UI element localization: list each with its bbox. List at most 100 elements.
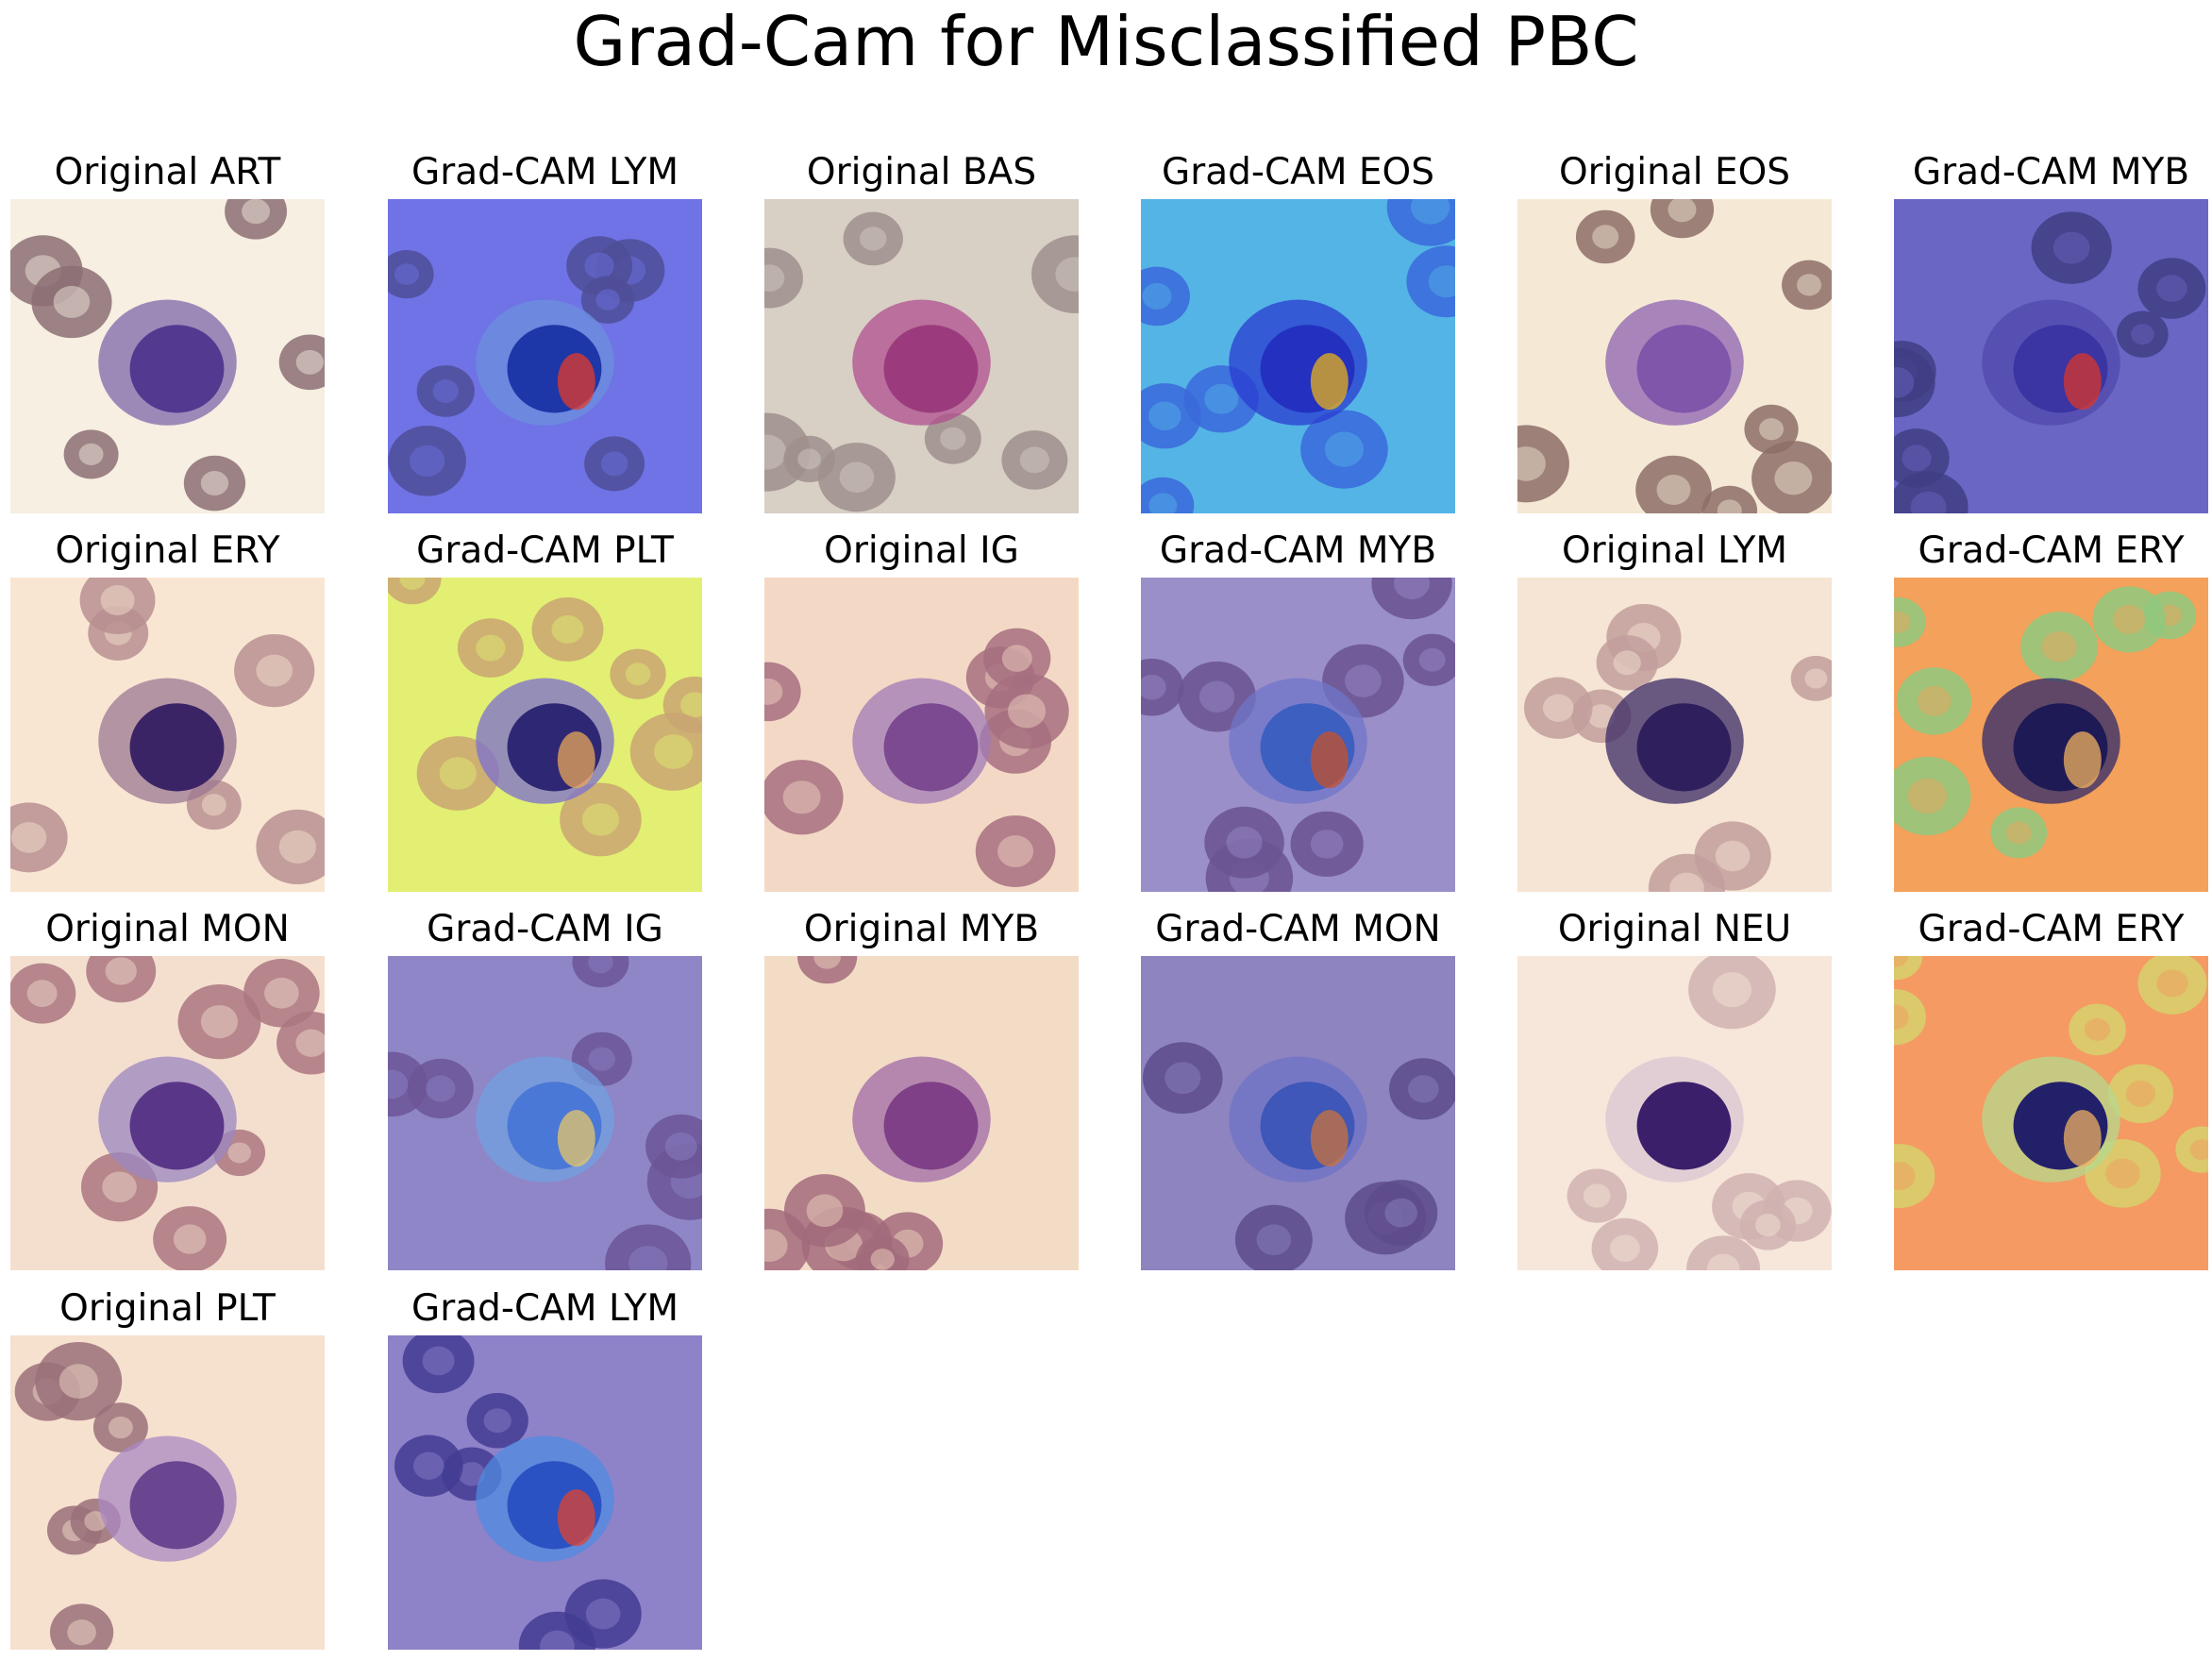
- red-blood-cell-center: [870, 1249, 895, 1270]
- red-blood-cell: [402, 1335, 475, 1394]
- gradcam-heatmap-image: [388, 578, 702, 892]
- red-blood-cell-center: [1715, 840, 1751, 872]
- heatmap-hotspot: [1310, 1110, 1349, 1167]
- red-blood-cell: [605, 1224, 692, 1270]
- red-blood-cell-center: [1428, 265, 1455, 298]
- red-blood-cell: [1523, 677, 1593, 739]
- gradcam-heatmap-image: [388, 199, 702, 513]
- red-blood-cell: [1517, 425, 1569, 503]
- red-blood-cell-center: [1894, 1162, 1916, 1191]
- red-blood-cell: [975, 815, 1056, 888]
- red-blood-cell: [1751, 441, 1832, 513]
- blood-cell-image: [764, 578, 1079, 892]
- cell-nucleus: [1636, 703, 1732, 792]
- red-blood-cell: [1894, 1144, 1936, 1209]
- red-blood-cell-center: [1609, 1234, 1640, 1263]
- figure-title: Grad-Cam for Misclassified PBC: [573, 2, 1639, 81]
- red-blood-cell: [388, 249, 434, 299]
- red-blood-cell: [49, 1603, 114, 1650]
- red-blood-cell-center: [1759, 418, 1785, 441]
- red-blood-cell-center: [1804, 668, 1828, 689]
- red-blood-cell-center: [540, 1630, 575, 1650]
- red-blood-cell: [92, 1402, 148, 1452]
- panel-title: Original LYM: [1561, 529, 1788, 572]
- red-blood-cell-center: [813, 956, 841, 969]
- red-blood-cell-center: [1712, 971, 1752, 1008]
- red-blood-cell-center: [588, 956, 613, 974]
- red-blood-cell-center: [2125, 1080, 2156, 1107]
- red-blood-cell-center: [476, 634, 506, 662]
- red-blood-cell-center: [1142, 282, 1172, 310]
- red-blood-cell: [843, 211, 903, 266]
- cell-nucleus: [883, 703, 979, 792]
- red-blood-cell: [1591, 1217, 1659, 1270]
- red-blood-cell-center: [26, 980, 58, 1007]
- red-blood-cell-center: [1148, 493, 1178, 513]
- red-blood-cell: [276, 1011, 325, 1075]
- red-blood-cell: [572, 956, 629, 988]
- red-blood-cell-center: [1019, 446, 1050, 474]
- heatmap-hotspot: [2063, 731, 2102, 789]
- red-blood-cell-center: [588, 1047, 616, 1071]
- cell-nucleus: [883, 1082, 979, 1170]
- red-blood-cell: [457, 618, 524, 678]
- red-blood-cell: [388, 426, 466, 496]
- red-blood-cell: [1648, 853, 1726, 892]
- red-blood-cell: [466, 1392, 528, 1449]
- red-blood-cell: [1141, 266, 1190, 327]
- red-blood-cell: [1001, 430, 1068, 490]
- gradcam-heatmap-image: [1894, 578, 2208, 892]
- gradcam-heatmap-image: [1141, 578, 1455, 892]
- red-blood-cell-center: [264, 977, 299, 1009]
- red-blood-cell-center: [1001, 645, 1032, 672]
- red-blood-cell-center: [295, 1029, 325, 1057]
- red-blood-cell-center: [2105, 1158, 2140, 1189]
- red-blood-cell-center: [2131, 324, 2154, 345]
- heatmap-hotspot: [557, 1110, 595, 1167]
- red-blood-cell-center: [200, 471, 229, 496]
- red-blood-cell-center: [625, 663, 651, 686]
- red-blood-cell-center: [1148, 401, 1181, 431]
- red-blood-cell: [518, 1611, 596, 1650]
- red-blood-cell: [1894, 347, 1936, 418]
- red-blood-cell: [243, 958, 320, 1028]
- red-blood-cell-center: [764, 434, 787, 470]
- blood-cell-image: [10, 956, 325, 1270]
- red-blood-cell: [1894, 988, 1926, 1046]
- cell-nucleus: [129, 703, 225, 792]
- red-blood-cell-center: [2112, 604, 2146, 634]
- red-blood-cell-center: [1418, 647, 1446, 672]
- red-blood-cell: [1406, 245, 1455, 318]
- red-blood-cell-center: [1717, 499, 1742, 513]
- red-blood-cell: [560, 782, 642, 857]
- red-blood-cell-center: [997, 835, 1034, 868]
- red-blood-cell-center: [1008, 694, 1047, 729]
- red-blood-cell-center: [1613, 650, 1641, 676]
- red-blood-cell-center: [432, 379, 459, 403]
- heatmap-hotspot: [557, 731, 595, 789]
- heatmap-hotspot: [557, 353, 595, 411]
- panel-title: Grad-CAM ERY: [1918, 908, 2185, 950]
- red-blood-cell-center: [1797, 274, 1822, 296]
- cell-nucleus: [129, 325, 225, 413]
- red-blood-cell: [1300, 410, 1388, 489]
- cell-nucleus: [883, 325, 979, 413]
- red-blood-cell-center: [422, 1346, 455, 1376]
- red-blood-cell-center: [1055, 257, 1079, 292]
- red-blood-cell-center: [1902, 445, 1932, 472]
- panel-title: Original ERY: [55, 529, 280, 572]
- red-blood-cell-center: [1408, 1075, 1439, 1103]
- red-blood-cell: [1365, 1180, 1438, 1247]
- gradcam-heatmap-image: [1141, 199, 1455, 513]
- red-blood-cell-center: [940, 427, 966, 450]
- panel-title: Original MYB: [803, 908, 1040, 950]
- red-blood-cell-center: [10, 822, 47, 853]
- gradcam-heatmap-image: [388, 1335, 702, 1650]
- red-blood-cell-center: [1894, 956, 1908, 967]
- red-blood-cell-center: [2053, 231, 2090, 264]
- red-blood-cell: [645, 1114, 702, 1179]
- panel-title: Original IG: [824, 529, 1019, 572]
- panel-title: Original EOS: [1558, 151, 1791, 193]
- red-blood-cell: [1371, 578, 1452, 620]
- red-blood-cell-center: [595, 289, 620, 310]
